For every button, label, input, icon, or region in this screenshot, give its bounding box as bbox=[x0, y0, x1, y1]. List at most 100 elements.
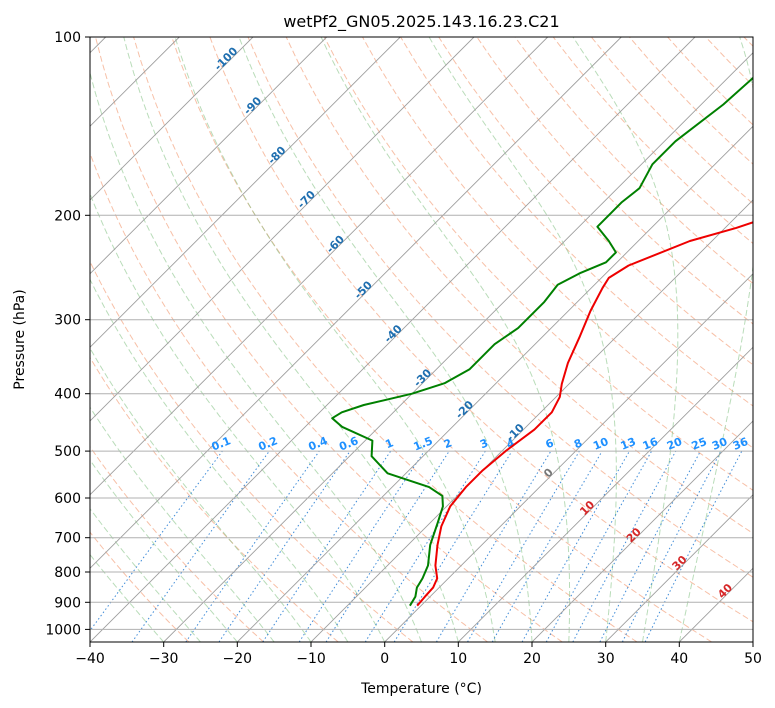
moist-adiabat bbox=[90, 192, 386, 642]
y-tick-label: 100 bbox=[54, 30, 81, 46]
isotherm bbox=[236, 125, 753, 642]
mixing-ratio-line bbox=[262, 450, 392, 642]
isotherm bbox=[90, 37, 549, 496]
x-tick-label: 10 bbox=[449, 651, 467, 667]
y-tick-label: 500 bbox=[54, 444, 81, 460]
x-tick-label: 50 bbox=[744, 651, 762, 667]
dry-adiabat bbox=[90, 531, 190, 642]
moist-adiabat bbox=[90, 553, 165, 642]
profile-series bbox=[331, 76, 753, 607]
mixing-ratio-line bbox=[644, 450, 743, 642]
mixing-ratio-line bbox=[325, 450, 450, 642]
mixing-ratio-line bbox=[298, 450, 425, 642]
mixing-ratio-line bbox=[572, 450, 677, 642]
x-axis: −40 −30 −20 −10 0 10 20 30 40 50 bbox=[75, 642, 762, 667]
dry-adiabat bbox=[133, 37, 638, 642]
y-tick-label: 600 bbox=[54, 491, 81, 507]
dewpoint-profile-line bbox=[331, 76, 753, 607]
dry-adiabat bbox=[90, 356, 339, 642]
dry-adiabat bbox=[514, 37, 753, 285]
y-tick-label: 300 bbox=[54, 313, 81, 329]
x-tick-label: 0 bbox=[380, 651, 389, 667]
x-tick-label: −10 bbox=[296, 651, 326, 667]
x-tick-label: −30 bbox=[149, 651, 179, 667]
dry-adiabats bbox=[90, 37, 753, 642]
isotherm bbox=[90, 37, 475, 422]
dry-adiabat bbox=[90, 445, 264, 642]
isotherm bbox=[605, 494, 753, 642]
moist-adiabat bbox=[90, 459, 238, 642]
temperature-profile-line bbox=[416, 221, 753, 607]
moist-adiabat bbox=[90, 278, 349, 642]
mixing-ratio-label: 16 bbox=[641, 435, 660, 453]
mixing-ratio-label: 1 bbox=[383, 436, 395, 451]
moist-adiabat bbox=[428, 37, 617, 642]
mixing-ratio-lines bbox=[90, 450, 743, 642]
isotherm bbox=[90, 37, 328, 275]
dry-adiabat bbox=[247, 37, 753, 578]
x-tick-label: 20 bbox=[523, 651, 541, 667]
chart-title: wetPf2_GN05.2025.143.16.23.C21 bbox=[283, 12, 559, 32]
dry-adiabat bbox=[171, 37, 712, 642]
dry-adiabat bbox=[209, 37, 753, 623]
mixing-ratio-label: 3 bbox=[478, 436, 490, 451]
moist-adiabats bbox=[90, 37, 753, 642]
plot-frame bbox=[89, 36, 754, 643]
mixing-ratio-label: 8 bbox=[572, 436, 584, 451]
mixing-ratio-line bbox=[131, 450, 270, 642]
mixing-ratio-label: 25 bbox=[690, 435, 709, 453]
y-tick-label: 900 bbox=[54, 595, 81, 611]
dry-adiabat bbox=[362, 37, 753, 449]
dry-adiabat bbox=[285, 37, 753, 535]
isotherm bbox=[163, 52, 753, 642]
mixing-ratio-label: 10 bbox=[591, 435, 610, 453]
mixing-ratio-line bbox=[185, 450, 320, 642]
mixing-ratio-label: 2 bbox=[442, 436, 454, 451]
moist-adiabat bbox=[678, 37, 753, 642]
y-axis: 100 200 300 400 500 600 700 800 900 1000 bbox=[45, 30, 90, 638]
isotherm bbox=[90, 37, 696, 642]
mixing-ratio-line bbox=[521, 450, 630, 642]
y-tick-label: 700 bbox=[54, 531, 81, 547]
mixing-ratio-label: 13 bbox=[619, 435, 638, 453]
moist-adiabat bbox=[90, 70, 422, 642]
y-tick-label: 200 bbox=[54, 208, 81, 224]
isotherm bbox=[384, 273, 753, 642]
mixing-ratio-line bbox=[545, 450, 653, 642]
y-axis-label: Pressure (hPa) bbox=[12, 289, 28, 389]
moist-adiabat bbox=[320, 37, 571, 642]
y-tick-label: 1000 bbox=[45, 622, 81, 638]
y-tick-label: 800 bbox=[54, 565, 81, 581]
isotherm bbox=[310, 199, 753, 642]
dry-adiabat bbox=[90, 151, 488, 642]
mixing-ratio-line bbox=[90, 450, 223, 632]
moist-adiabat bbox=[90, 507, 201, 642]
dry-adiabat bbox=[95, 37, 563, 642]
y-tick-label: 400 bbox=[54, 387, 81, 403]
x-tick-label: 30 bbox=[597, 651, 615, 667]
mixing-ratio-label: 20 bbox=[665, 435, 684, 453]
mixing-ratio-label: 30 bbox=[710, 435, 729, 453]
x-tick-label: −40 bbox=[75, 651, 105, 667]
isobars bbox=[90, 37, 753, 630]
moist-adiabat bbox=[90, 406, 275, 642]
moist-adiabat bbox=[174, 37, 496, 642]
isotherm bbox=[531, 420, 753, 642]
moist-adiabat bbox=[238, 37, 533, 642]
dry-adiabat bbox=[400, 37, 753, 407]
isotherms bbox=[90, 37, 753, 642]
x-tick-label: 40 bbox=[670, 651, 688, 667]
dry-adiabat bbox=[438, 37, 753, 366]
x-tick-label: −20 bbox=[223, 651, 253, 667]
isotherm bbox=[90, 37, 254, 201]
moist-adiabat bbox=[123, 37, 459, 642]
moist-adiabat bbox=[572, 37, 679, 642]
mixing-ratio-label: 36 bbox=[731, 435, 750, 453]
mixing-ratio-line bbox=[393, 450, 513, 642]
x-axis-label: Temperature (°C) bbox=[360, 681, 482, 697]
isotherm bbox=[90, 37, 401, 348]
mixing-ratio-line bbox=[218, 450, 351, 642]
moist-adiabat bbox=[90, 347, 312, 642]
